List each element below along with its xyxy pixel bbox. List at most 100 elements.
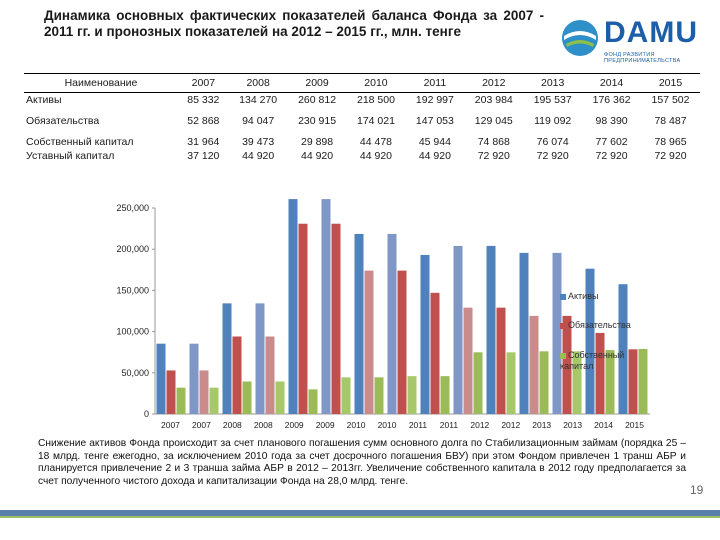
bar-assets — [519, 252, 529, 414]
table-cell: 72 920 — [536, 150, 569, 162]
table-cell: 44 920 — [242, 150, 275, 162]
table-cell: 134 270 — [239, 94, 278, 106]
x-tick-label: 2013 — [563, 420, 582, 430]
x-tick-label: 2011 — [440, 420, 459, 430]
table-cell: 44 478 — [359, 136, 393, 148]
legend-label-assets: Активы — [568, 291, 599, 301]
table-cell: 176 362 — [592, 94, 631, 106]
table-row: Активы 85 332 134 270 260 812 218 500 19… — [24, 93, 700, 115]
bar-liabilities — [496, 307, 506, 414]
bar-assets — [288, 199, 298, 414]
table-header-year: 2012 — [464, 73, 524, 93]
table-header-year: 2014 — [582, 73, 642, 93]
bar-assets_light — [552, 252, 562, 414]
x-tick-label: 2013 — [532, 420, 551, 430]
table-header-year: 2015 — [641, 73, 700, 93]
table-cell: 218 500 — [356, 94, 395, 106]
table-row: Собственный капитал 31 964 39 473 29 898… — [24, 135, 700, 149]
x-tick-label: 2007 — [192, 420, 211, 430]
table-cell: 44 920 — [418, 150, 451, 162]
table-cell: 174 021 — [356, 115, 395, 127]
bar-liabilities — [430, 292, 440, 414]
table-cell: 76 074 — [536, 136, 569, 148]
table-cell: 260 812 — [298, 94, 337, 106]
bar-equity_light — [275, 381, 285, 414]
row-name: Обязательства — [26, 115, 100, 127]
balance-bar-chart: 0 50,000 100,000 150,000 200,000 250,000 2007 2… — [116, 199, 650, 430]
bar-assets — [420, 254, 430, 414]
bar-equity — [374, 377, 384, 414]
bar-equity_light — [341, 377, 351, 414]
table-cell: 44 920 — [359, 150, 393, 162]
y-tick-label: 150,000 — [116, 285, 149, 295]
legend-swatch-equity — [560, 352, 566, 359]
table-header-name: Наименование — [24, 73, 178, 93]
bar-liabilities_light — [265, 336, 275, 414]
bar-assets_light — [321, 199, 331, 414]
bar-liabilities — [232, 336, 242, 414]
table-cell: 74 868 — [477, 136, 510, 148]
legend-equity: Собственный капитал — [560, 350, 640, 372]
bar-liabilities_light — [529, 315, 539, 414]
table-cell: 157 502 — [651, 94, 690, 106]
table-cell: 98 390 — [595, 115, 628, 127]
legend-assets: Активы — [560, 291, 598, 301]
bar-equity — [473, 352, 483, 414]
page-title: Динамика основных фактических показателе… — [44, 8, 544, 39]
table-cell: 72 920 — [595, 150, 628, 162]
table-cell: 147 053 — [415, 115, 454, 127]
x-tick-label: 2010 — [378, 420, 397, 430]
bar-equity — [605, 350, 615, 414]
table-cell: 203 984 — [474, 94, 513, 106]
bar-assets — [486, 245, 496, 414]
x-tick-label: 2011 — [409, 420, 428, 430]
bar-liabilities_light — [199, 370, 209, 414]
damu-logo-icon — [562, 20, 598, 56]
table-cell: 72 920 — [654, 150, 687, 162]
bar-assets — [585, 268, 595, 414]
table-cell: 192 997 — [415, 94, 454, 106]
legend-liabilities: Обязательства — [560, 320, 631, 330]
bar-assets — [618, 284, 628, 414]
bottom-bar — [0, 510, 720, 516]
legend-swatch-liabilities — [560, 322, 566, 329]
bar-liabilities — [595, 332, 605, 414]
bar-assets — [354, 233, 364, 414]
footnote-text: Снижение активов Фонда происходит за сче… — [38, 438, 686, 487]
table-header-year: 2009 — [287, 73, 347, 93]
table-cell: 52 868 — [187, 115, 220, 127]
bar-assets_light — [189, 343, 199, 414]
table-header-year: 2008 — [228, 73, 288, 93]
y-tick-label: 250,000 — [116, 203, 149, 213]
x-tick-label: 2007 — [161, 420, 180, 430]
table-cell: 78 965 — [654, 136, 687, 148]
table-cell: 44 920 — [301, 150, 334, 162]
bar-assets_light — [255, 303, 265, 414]
bar-equity — [638, 348, 648, 414]
table-header-year: 2007 — [178, 73, 229, 93]
bar-liabilities_light — [364, 270, 374, 414]
bar-equity_light — [506, 352, 516, 414]
bar-assets — [222, 303, 232, 414]
bar-equity_light — [572, 351, 582, 414]
table-header-year: 2010 — [346, 73, 406, 93]
bar-equity — [242, 381, 252, 414]
y-tick-label: 200,000 — [116, 244, 149, 254]
bar-liabilities — [298, 223, 308, 414]
table-header-row: Наименование 2007 2008 2009 2010 2011 20… — [24, 73, 700, 93]
row-name: Уставный капитал — [26, 150, 115, 162]
table-row: Обязательства 52 868 94 047 230 915 174 … — [24, 114, 700, 135]
y-tick-label: 50,000 — [121, 368, 149, 378]
table-header-year: 2011 — [405, 73, 465, 93]
table-cell: 37 120 — [187, 150, 220, 162]
row-name: Активы — [26, 94, 62, 106]
table-cell: 195 537 — [533, 94, 572, 106]
row-name: Собственный капитал — [26, 136, 134, 148]
bar-equity_light — [209, 387, 219, 414]
bar-equity — [539, 351, 549, 414]
legend-label-equity: Собственный капитал — [560, 350, 625, 371]
x-tick-label: 2010 — [347, 420, 366, 430]
bar-liabilities — [562, 315, 572, 414]
logo-tagline: ФОНД РАЗВИТИЯ ПРЕДПРИНИМАТЕЛЬСТВА — [604, 52, 681, 64]
table-cell: 129 045 — [474, 115, 513, 127]
